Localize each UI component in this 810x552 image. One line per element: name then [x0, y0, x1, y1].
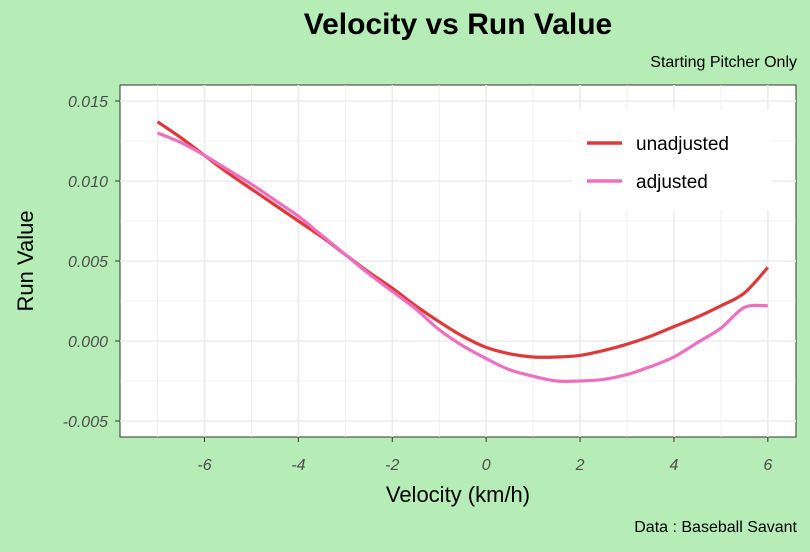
- y-axis-title: Run Value: [13, 210, 38, 311]
- series-line-adjusted: [156, 131, 768, 384]
- x-tick-label: -2: [385, 457, 399, 474]
- y-tick-label: 0.015: [68, 94, 108, 111]
- y-tick-label: 0.005: [68, 254, 108, 271]
- x-tick-label: -4: [291, 457, 305, 474]
- chart-caption: Data : Baseball Savant: [634, 519, 797, 536]
- x-tick-label: 6: [763, 457, 772, 474]
- y-axis: -0.005 0.000 0.005 0.010 0.015: [63, 94, 120, 431]
- y-tick-label: 0.000: [68, 334, 108, 351]
- x-axis: -6 -4 -2 0 2 4 6: [197, 437, 772, 474]
- legend: unadjusted adjusted: [572, 110, 772, 210]
- chart-subtitle: Starting Pitcher Only: [650, 54, 797, 71]
- legend-box: [572, 110, 772, 210]
- series-line-unadjusted: [156, 120, 770, 359]
- x-tick-label: 4: [669, 457, 678, 474]
- series-layer: [156, 120, 770, 384]
- x-tick-label: 2: [575, 457, 585, 474]
- legend-label-adjusted: adjusted: [636, 172, 708, 193]
- x-axis-title: Velocity (km/h): [386, 482, 530, 507]
- x-tick-label: 0: [482, 457, 491, 474]
- legend-label-unadjusted: unadjusted: [636, 134, 729, 155]
- y-tick-label: -0.005: [63, 414, 108, 431]
- x-tick-label: -6: [197, 457, 211, 474]
- y-tick-label: 0.010: [68, 174, 108, 191]
- chart-title: Velocity vs Run Value: [303, 8, 613, 41]
